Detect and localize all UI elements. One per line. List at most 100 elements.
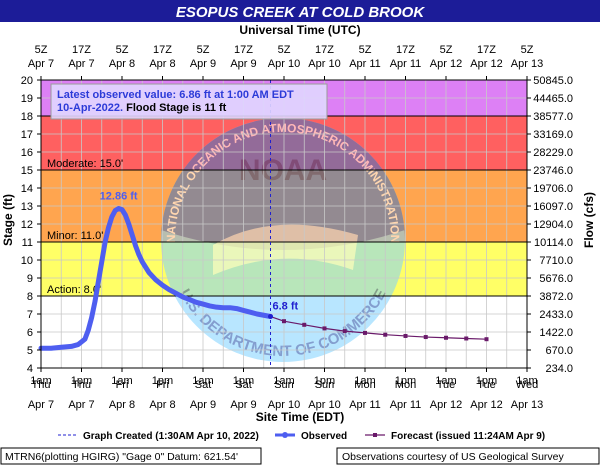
y-tick-label-left: 5 bbox=[27, 345, 33, 357]
y-tick-label-left: 20 bbox=[21, 75, 33, 87]
flow-tick-label: 19706.0 bbox=[533, 183, 573, 195]
title-bar bbox=[0, 0, 600, 22]
y-tick-label-left: 14 bbox=[21, 183, 33, 195]
forecast-point bbox=[444, 335, 448, 340]
flow-tick-label: 10114.0 bbox=[534, 237, 573, 249]
bottom-tick-day: Tue bbox=[437, 379, 456, 391]
y-tick-label-left: 16 bbox=[21, 147, 33, 159]
flow-tick-label: 1422.0 bbox=[539, 327, 573, 339]
bottom-tick-day: Mon bbox=[395, 379, 416, 391]
bottom-tick-date: Apr 13 bbox=[511, 399, 543, 411]
legend-observed-label: Observed bbox=[301, 431, 347, 442]
bottom-tick-time: 1pm bbox=[233, 375, 254, 387]
bottom-tick-time: 1am bbox=[354, 375, 375, 387]
bottom-tick-day: Sat bbox=[195, 379, 212, 391]
bottom-tick-time: 1pm bbox=[71, 375, 92, 387]
y-tick-label-left: 11 bbox=[22, 237, 33, 249]
flow-tick-label: 33169.0 bbox=[533, 129, 573, 141]
forecast-point bbox=[484, 337, 489, 342]
top-tick-time: 5Z bbox=[35, 44, 48, 56]
y-axis-label-stage: Stage (ft) bbox=[1, 194, 15, 246]
note-line-1: Latest observed value: 6.86 ft at 1:00 A… bbox=[57, 89, 294, 101]
top-tick-time: 5Z bbox=[521, 44, 534, 56]
top-tick-time: 5Z bbox=[359, 44, 372, 56]
top-tick-time: 17Z bbox=[72, 44, 91, 56]
flow-tick-label: 3872.0 bbox=[539, 291, 573, 303]
flow-tick-label: 23746.0 bbox=[533, 165, 573, 177]
flood-label-action: Action: 8.0' bbox=[47, 284, 101, 296]
bottom-tick-date: Apr 12 bbox=[470, 399, 502, 411]
y-tick-label-left: 4 bbox=[27, 363, 33, 375]
top-tick-date: Apr 13 bbox=[511, 58, 543, 70]
bottom-tick-day: Sat bbox=[235, 379, 252, 391]
flow-tick-label: 16097.0 bbox=[533, 201, 573, 213]
forecast-point bbox=[302, 322, 307, 327]
latest-value-label: 6.8 ft bbox=[273, 301, 299, 313]
latest-value-note: Latest observed value: 6.86 ft at 1:00 A… bbox=[50, 83, 328, 120]
top-tick-time: 17Z bbox=[396, 44, 415, 56]
bottom-tick-day: Thu bbox=[72, 379, 91, 391]
top-tick-time: 5Z bbox=[197, 44, 210, 56]
top-tick-time: 5Z bbox=[278, 44, 291, 56]
bottom-tick-time: 1am bbox=[273, 375, 294, 387]
bottom-tick-day: Wed bbox=[516, 379, 538, 391]
legend-forecast-label: Forecast (issued 11:24AM Apr 9) bbox=[391, 431, 545, 442]
bottom-tick-day: Mon bbox=[354, 379, 375, 391]
top-tick-date: Apr 7 bbox=[28, 58, 54, 70]
flood-label-minor: Minor: 11.0' bbox=[47, 230, 103, 242]
bottom-tick-day: Sun bbox=[315, 379, 335, 391]
y-tick-label-left: 18 bbox=[21, 111, 33, 123]
flow-tick-label: 5676.0 bbox=[539, 273, 573, 285]
top-tick-date: Apr 12 bbox=[470, 58, 502, 70]
y-tick-label-left: 10 bbox=[21, 255, 33, 267]
flow-tick-label: 50845.0 bbox=[533, 75, 573, 87]
bottom-tick-time: 1am bbox=[435, 375, 456, 387]
y-tick-label-left: 13 bbox=[21, 201, 33, 213]
top-tick-date: Apr 12 bbox=[430, 58, 462, 70]
forecast-point bbox=[423, 335, 428, 340]
bottom-tick-date: Apr 11 bbox=[390, 399, 422, 411]
legend-graph-created-label: Graph Created (1:30AM Apr 10, 2022) bbox=[83, 431, 259, 442]
top-tick-time: 17Z bbox=[315, 44, 334, 56]
forecast-point bbox=[282, 319, 286, 324]
top-tick-date: Apr 7 bbox=[68, 58, 94, 70]
bottom-tick-time: 1am bbox=[516, 375, 537, 387]
footer: MTRN6(plotting HGIRG) "Gage 0" Datum: 62… bbox=[0, 447, 600, 465]
observed-line bbox=[38, 206, 273, 351]
bottom-tick-time: 1am bbox=[192, 375, 213, 387]
bottom-tick-date: Apr 7 bbox=[28, 399, 54, 411]
bottom-tick-date: Apr 8 bbox=[109, 399, 135, 411]
bottom-tick-date: Apr 7 bbox=[68, 399, 94, 411]
forecast-point bbox=[322, 326, 327, 331]
top-axis-title: Universal Time (UTC) bbox=[239, 23, 360, 37]
bottom-tick-date: Apr 12 bbox=[430, 399, 462, 411]
bottom-tick-day: Fri bbox=[156, 379, 169, 391]
top-tick-time: 17Z bbox=[153, 44, 172, 56]
svg-text:10-Apr-2022. Flood Stage is 11: 10-Apr-2022. Flood Stage is 11 ft bbox=[57, 102, 227, 114]
chart-title: ESOPUS CREEK AT COLD BROOK bbox=[176, 4, 426, 21]
y-axis-label-flow: Flow (cfs) bbox=[582, 192, 596, 248]
bottom-tick-time: 1pm bbox=[152, 375, 173, 387]
footer-credit-text: Observations courtesy of US Geological S… bbox=[342, 451, 565, 463]
flow-tick-label: 44465.0 bbox=[533, 93, 573, 105]
bottom-tick-time: 1am bbox=[30, 375, 51, 387]
bottom-tick-date: Apr 9 bbox=[230, 399, 256, 411]
legend-observed-marker bbox=[282, 432, 288, 438]
top-tick-date: Apr 10 bbox=[268, 58, 300, 70]
footer-datum-text: MTRN6(plotting HGIRG) "Gage 0" Datum: 62… bbox=[5, 451, 238, 463]
note-flood-stage: Flood Stage is 11 ft bbox=[123, 102, 227, 114]
legend-forecast-marker bbox=[373, 433, 377, 437]
watermark-upper-field bbox=[161, 118, 405, 250]
watermark-gull bbox=[213, 224, 358, 275]
y-tick-label-left: 6 bbox=[27, 327, 33, 339]
y-tick-label-left: 19 bbox=[21, 93, 33, 105]
legend: Graph Created (1:30AM Apr 10, 2022) Obse… bbox=[58, 431, 545, 442]
top-tick-date: Apr 11 bbox=[349, 58, 381, 70]
top-tick-date: Apr 9 bbox=[230, 58, 256, 70]
y-tick-label-left: 17 bbox=[21, 129, 33, 141]
bottom-tick-time: 1pm bbox=[476, 375, 497, 387]
y-tick-label-left: 8 bbox=[27, 291, 33, 303]
flow-tick-label: 12904.0 bbox=[533, 219, 573, 231]
